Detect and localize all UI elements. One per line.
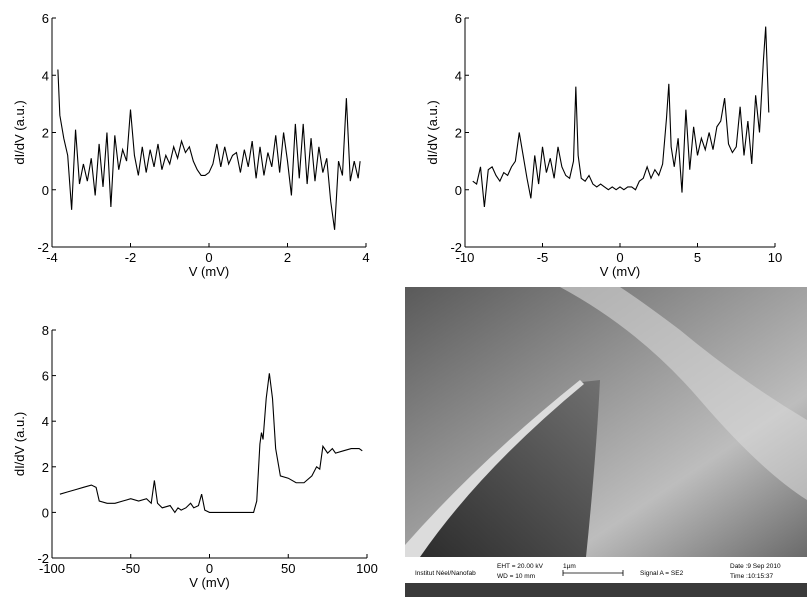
x-tick-label: -4: [46, 250, 58, 265]
y-tick-label: 2: [455, 126, 462, 141]
x-tick-label: -10: [456, 250, 475, 265]
sem-image: Institut Néel/Nanofab EHT = 20.00 kV WD …: [405, 287, 807, 597]
data-line: [59, 373, 363, 514]
x-tick-label: 0: [206, 561, 213, 576]
y-tick-label: 8: [42, 323, 49, 338]
y-tick-label: 6: [42, 11, 49, 26]
y-axis-label: dI/dV (a.u.): [12, 100, 27, 164]
x-tick-label: 0: [205, 250, 212, 265]
sem-date: Date :9 Sep 2010: [730, 563, 781, 570]
y-tick-label: 0: [42, 505, 49, 520]
x-tick-label: -5: [537, 250, 549, 265]
x-tick-label: 50: [281, 561, 295, 576]
sem-scale-bar: [562, 570, 624, 576]
y-axis-label: dI/dV (a.u.): [12, 412, 27, 476]
data-line: [57, 69, 361, 230]
sem-tip-edge: [405, 380, 584, 557]
sem-wd: WD = 10 mm: [497, 573, 535, 580]
y-tick-label: 6: [42, 369, 49, 384]
y-tick-label: 4: [42, 68, 49, 83]
x-axis-label: V (mV): [189, 575, 229, 590]
x-tick-label: 0: [616, 250, 623, 265]
sem-institute: Institut Néel/Nanofab: [415, 570, 476, 577]
x-tick-label: 4: [362, 250, 369, 265]
y-tick-label: -2: [450, 240, 462, 255]
y-tick-label: 6: [455, 11, 462, 26]
y-tick-label: 0: [42, 183, 49, 198]
sem-time: Time :10:15:37: [730, 573, 774, 580]
y-tick-label: 4: [455, 68, 462, 83]
x-tick-label: 5: [694, 250, 701, 265]
x-tick-label: 2: [284, 250, 291, 265]
y-tick-label: 2: [42, 460, 49, 475]
sem-bottom: [405, 583, 807, 597]
y-axis-label: dI/dV (a.u.): [425, 100, 440, 164]
sem-tip: [405, 380, 600, 557]
sem-info-bar: [405, 557, 807, 583]
y-tick-label: -2: [37, 551, 49, 566]
sem-scale-label: 1µm: [563, 563, 576, 570]
x-tick-label: -50: [121, 561, 140, 576]
x-tick-label: -2: [125, 250, 137, 265]
y-tick-label: 4: [42, 414, 49, 429]
y-tick-label: 0: [455, 183, 462, 198]
data-line: [472, 26, 770, 207]
y-tick-label: -2: [37, 240, 49, 255]
y-tick-label: 2: [42, 126, 49, 141]
x-axis-label: V (mV): [189, 264, 229, 279]
sem-streak: [560, 287, 807, 500]
sem-eht: EHT = 20.00 kV: [497, 563, 544, 570]
sem-signal: Signal A = SE2: [640, 570, 684, 577]
x-axis-label: V (mV): [600, 264, 640, 279]
x-tick-label: 100: [356, 561, 378, 576]
x-tick-label: -100: [39, 561, 65, 576]
x-tick-label: 10: [768, 250, 782, 265]
